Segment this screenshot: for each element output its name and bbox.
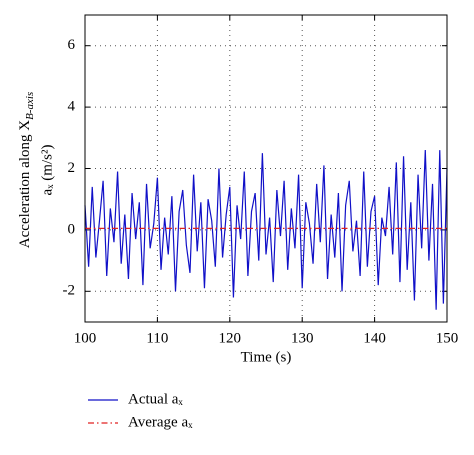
- y-tick-label: 4: [68, 99, 76, 115]
- y-axis-label-unit: aₓ (m/s²): [39, 145, 55, 196]
- x-tick-label: 140: [363, 330, 386, 346]
- x-tick-label: 110: [146, 330, 168, 346]
- y-tick-label: 2: [68, 160, 76, 176]
- y-axis-label: Acceleration along XB-axis: [17, 92, 35, 248]
- x-tick-label: 120: [219, 330, 242, 346]
- y-axis-label-main: Acceleration along X: [17, 120, 33, 248]
- y-tick-label: -2: [63, 283, 76, 299]
- plot-frame: [84, 14, 448, 323]
- x-axis-label: Time (s): [241, 349, 292, 365]
- x-tick-label: 100: [74, 330, 97, 346]
- legend-label: Average aₓ: [128, 414, 193, 430]
- y-tick-label: 6: [68, 37, 76, 53]
- x-tick-label: 130: [291, 330, 314, 346]
- y-tick-label: 0: [68, 221, 76, 237]
- data-line: [84, 150, 448, 310]
- x-tick-label: 150: [436, 330, 459, 346]
- legend-label: Actual aₓ: [128, 391, 183, 407]
- y-axis-label-sub: B-axis: [24, 92, 36, 120]
